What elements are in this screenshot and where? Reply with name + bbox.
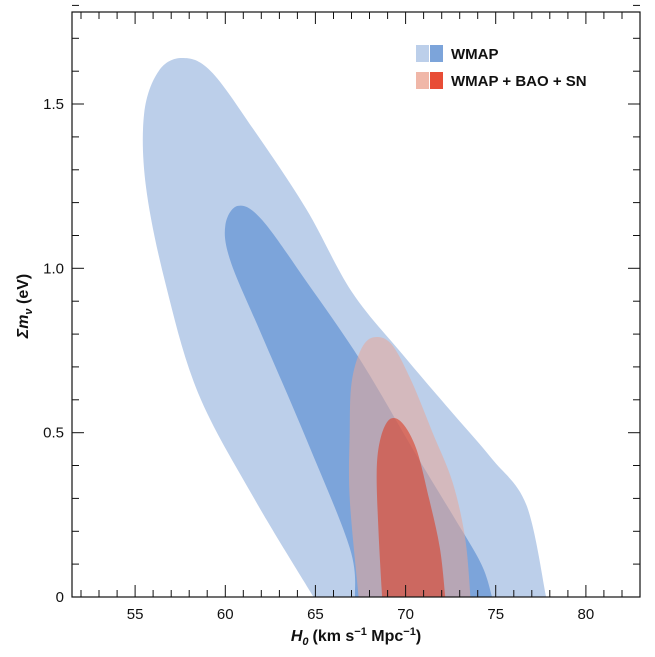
contour-regions	[142, 58, 547, 597]
y-tick-label: 0.5	[43, 425, 64, 442]
legend-swatch-combined-outer	[416, 72, 429, 89]
legend-swatch-combined-inner	[430, 72, 443, 89]
legend-label-wmap: WMAP	[451, 46, 499, 63]
y-axis-title-subscript: ν	[23, 308, 35, 315]
legend-swatch-wmap-inner	[430, 45, 443, 62]
x-tick-label: 55	[127, 606, 144, 623]
legend-label-combined: WMAP + BAO + SN	[451, 73, 587, 90]
y-axis-title-units: (eV)	[15, 274, 32, 309]
y-tick-label: 1.5	[43, 96, 64, 113]
x-axis-title-sup-2: −1	[403, 626, 416, 638]
legend-swatch-wmap-outer	[416, 45, 429, 62]
plot-frame	[71, 11, 641, 598]
contour-combined-68	[376, 418, 446, 597]
x-axis-title-close: )	[416, 628, 421, 645]
legend: WMAP WMAP + BAO + SN	[416, 45, 587, 90]
x-tick-label: 75	[487, 606, 504, 623]
y-tick-label: 1.0	[43, 260, 64, 277]
axis-ticks: 55 60 65 70 75 80 0 0.5 1.0 1.5	[43, 4, 641, 623]
x-tick-label: 60	[217, 606, 234, 623]
x-axis-title-symbol: H	[291, 628, 303, 645]
contour-wmap-95	[142, 58, 547, 597]
x-axis-title-subscript: 0	[302, 636, 309, 648]
x-axis-title-sup-1: −1	[354, 626, 367, 638]
y-tick-label: 0	[56, 589, 64, 606]
x-tick-label: 65	[307, 606, 324, 623]
x-axis-title-units: (km s	[313, 628, 355, 645]
x-tick-label: 80	[578, 606, 595, 623]
x-axis-title-mid: Mpc	[367, 628, 404, 645]
x-axis-title: H0 (km s−1 Mpc−1)	[291, 626, 421, 648]
y-axis-title-symbol: Σm	[15, 315, 32, 340]
y-axis-title: Σmν (eV)	[15, 274, 35, 339]
x-tick-label: 70	[397, 606, 414, 623]
